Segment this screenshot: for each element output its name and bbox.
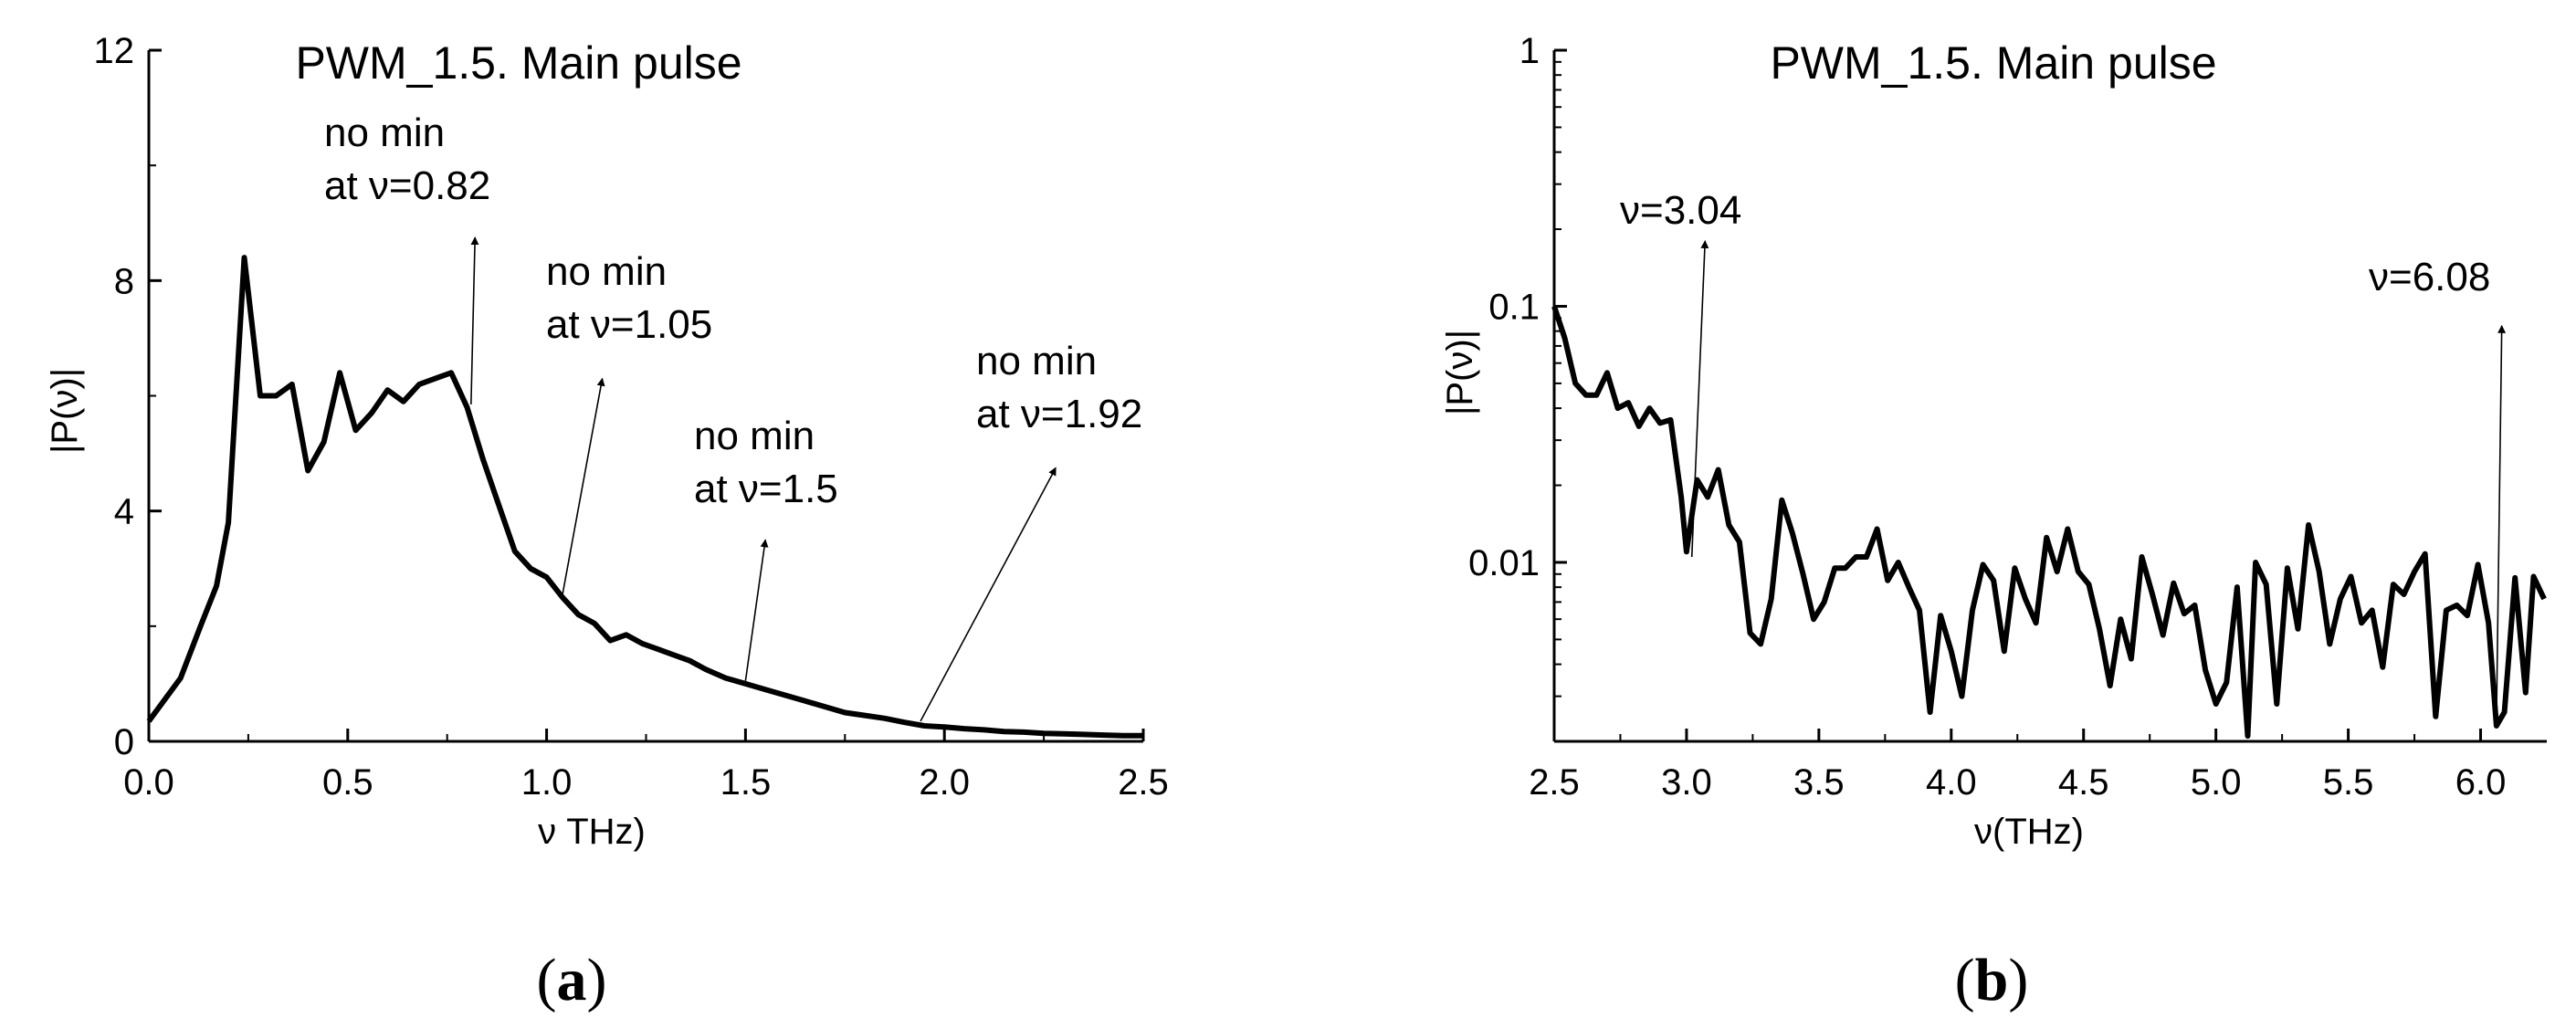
- chart-b-annotation-text: ν=6.08: [2369, 255, 2490, 299]
- chart-b-annotation-arrow: [2496, 324, 2507, 717]
- chart-b-y-tick-label: 0.01: [1468, 543, 1540, 583]
- chart-a-panel-label-letter: a: [557, 947, 587, 1013]
- chart-a-annotation-arrow: [744, 539, 769, 681]
- chart-a-annotation-text: at ν=1.5: [694, 467, 838, 511]
- chart-b-x-axis-label: ν(THz): [1974, 812, 2084, 852]
- chart-a-annotation-text: at ν=1.92: [976, 392, 1142, 436]
- chart-a-title: PWM_1.5. Main pulse: [295, 37, 741, 89]
- chart-a-annotation-text: no min: [324, 110, 445, 155]
- chart-b-x-tick-label: 6.0: [2455, 762, 2507, 803]
- chart-b-x-tick-label: 3.5: [1793, 762, 1845, 803]
- chart-b-series-line: [1551, 305, 2547, 740]
- chart-a-annotation-text: no min: [694, 414, 815, 458]
- chart-a-annotation-text: no min: [546, 249, 667, 294]
- chart-b-title: PWM_1.5. Main pulse: [1770, 37, 2216, 89]
- chart-a-panel-label-open: (: [537, 947, 557, 1013]
- chart-a-annotation-text: no min: [976, 339, 1097, 383]
- chart-b-panel-label-open: (: [1955, 947, 1975, 1013]
- chart-a-y-tick-label: 0: [114, 722, 134, 762]
- chart-b: PWM_1.5. Main pulse ν=3.04 ν=6.08 2.5 3.0 3…: [1440, 31, 2547, 1013]
- chart-b-annotation: ν=3.04: [1620, 188, 1741, 558]
- chart-a-annotation: no min at ν=0.82: [324, 110, 490, 404]
- chart-a-y-tick-label: 8: [114, 261, 134, 301]
- chart-a-panel-label: (a): [537, 947, 607, 1013]
- chart-b-x-tick-label: 3.0: [1661, 762, 1712, 803]
- chart-a-annotation-arrow: [920, 467, 1057, 722]
- chart-a-y-tick-label: 4: [114, 492, 134, 532]
- chart-b-y-axis-label: |P(ν)|: [1440, 330, 1480, 415]
- chart-b-y-tick-label: 0.1: [1488, 287, 1540, 327]
- chart-a-series-line: [146, 255, 1143, 739]
- chart-a-y-tick-label: 12: [94, 31, 135, 71]
- chart-a-x-tick-label: 2.5: [1118, 762, 1169, 803]
- chart-b-x-tick-label: 5.0: [2191, 762, 2242, 803]
- chart-a-x-tick-label: 2.0: [919, 762, 970, 803]
- chart-a-x-tick-label: 0.0: [123, 762, 174, 803]
- chart-a-annotation: no min at ν=1.92: [920, 339, 1142, 722]
- chart-a-panel-label-close: ): [587, 947, 607, 1013]
- chart-b-panel-label: (b): [1955, 947, 2029, 1013]
- chart-a-annotation-arrow: [562, 377, 605, 595]
- chart-a-x-tick-label: 1.5: [720, 762, 772, 803]
- chart-a-annotation-text: at ν=1.05: [546, 302, 712, 347]
- chart-a-annotation-arrow: [470, 236, 479, 404]
- chart-b-x-tick-label: 4.5: [2058, 762, 2109, 803]
- chart-a-annotation: no min at ν=1.5: [694, 414, 838, 681]
- chart-b-annotation: ν=6.08: [2369, 255, 2507, 717]
- chart-b-x-tick-label: 2.5: [1529, 762, 1580, 803]
- chart-a-x-tick-label: 1.0: [521, 762, 573, 803]
- chart-a-y-axis-label: |P(ν)|: [45, 368, 85, 454]
- chart-b-panel-label-letter: b: [1975, 947, 2009, 1013]
- chart-a-x-axis-label: ν THz): [538, 812, 646, 852]
- chart-a-annotation: no min at ν=1.05: [546, 249, 712, 595]
- chart-a-x-tick-label: 0.5: [322, 762, 373, 803]
- chart-b-x-tick-label: 5.5: [2323, 762, 2374, 803]
- chart-b-y-tick-label: 1: [1519, 31, 1540, 71]
- chart-a-annotation-text: at ν=0.82: [324, 163, 490, 208]
- chart-b-x-tick-label: 4.0: [1926, 762, 1977, 803]
- chart-b-panel-label-close: ): [2008, 947, 2028, 1013]
- chart-b-annotation-text: ν=3.04: [1620, 188, 1741, 233]
